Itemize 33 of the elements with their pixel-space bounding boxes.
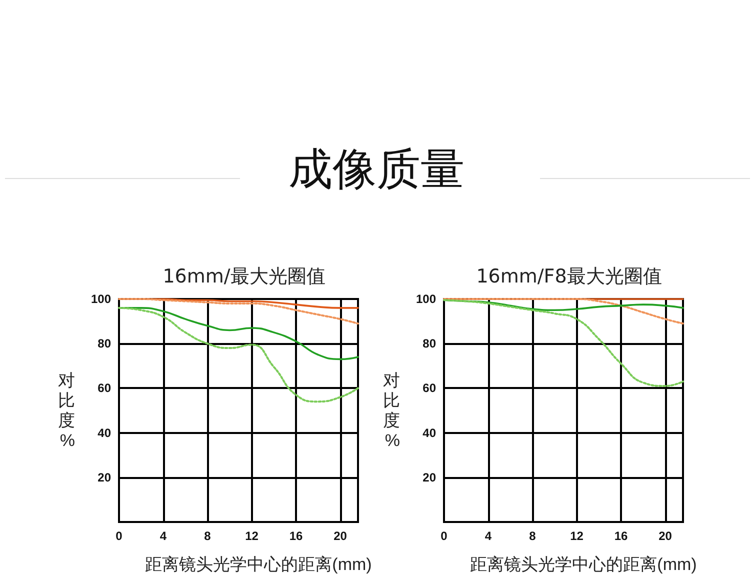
x-tick-label: 12 — [245, 529, 259, 543]
x-tick-label: 0 — [440, 529, 448, 543]
line-series — [118, 298, 359, 325]
y-tick-label: 80 — [422, 336, 436, 351]
x-tick-label: 20 — [334, 529, 348, 543]
x-tick-label: 12 — [570, 529, 584, 543]
x-tick-label: 20 — [658, 529, 672, 543]
y-tick-label: 80 — [98, 336, 112, 351]
x-tick-label: 16 — [614, 529, 628, 543]
x-tick-label: 0 — [116, 529, 123, 543]
chart-title: 16mm/F8最大光圈值 — [476, 266, 662, 288]
y-tick-label: 20 — [422, 470, 436, 484]
y-tick-label: 100 — [90, 292, 112, 306]
x-tick-label: 8 — [529, 529, 536, 543]
x-axis-title: 距离镜头光学中心的距离(mm) — [145, 555, 372, 574]
y-tick-label: 40 — [422, 426, 436, 440]
line-series — [118, 306, 359, 403]
y-tick-label: 60 — [98, 381, 112, 396]
text: 成像质量 — [288, 143, 466, 197]
x-tick-label: 4 — [160, 529, 167, 543]
y-tick-label: 20 — [98, 470, 112, 484]
line-series — [443, 299, 684, 387]
x-tick-label: 8 — [204, 529, 212, 543]
y-tick-label: 60 — [422, 381, 436, 396]
x-tick-label: 4 — [484, 529, 492, 543]
x-tick-label: 16 — [289, 529, 304, 543]
y-axis-title: 对比度% — [383, 371, 400, 450]
y-tick-label: 100 — [416, 292, 436, 306]
x-axis-title: 距离镜头光学中心的距离(mm) — [470, 555, 697, 574]
line-series — [443, 298, 684, 325]
y-tick-label: 40 — [98, 426, 112, 440]
chart-title: 16mm/最大光圈值 — [162, 266, 326, 288]
y-axis-title: 对比度% — [58, 371, 75, 450]
